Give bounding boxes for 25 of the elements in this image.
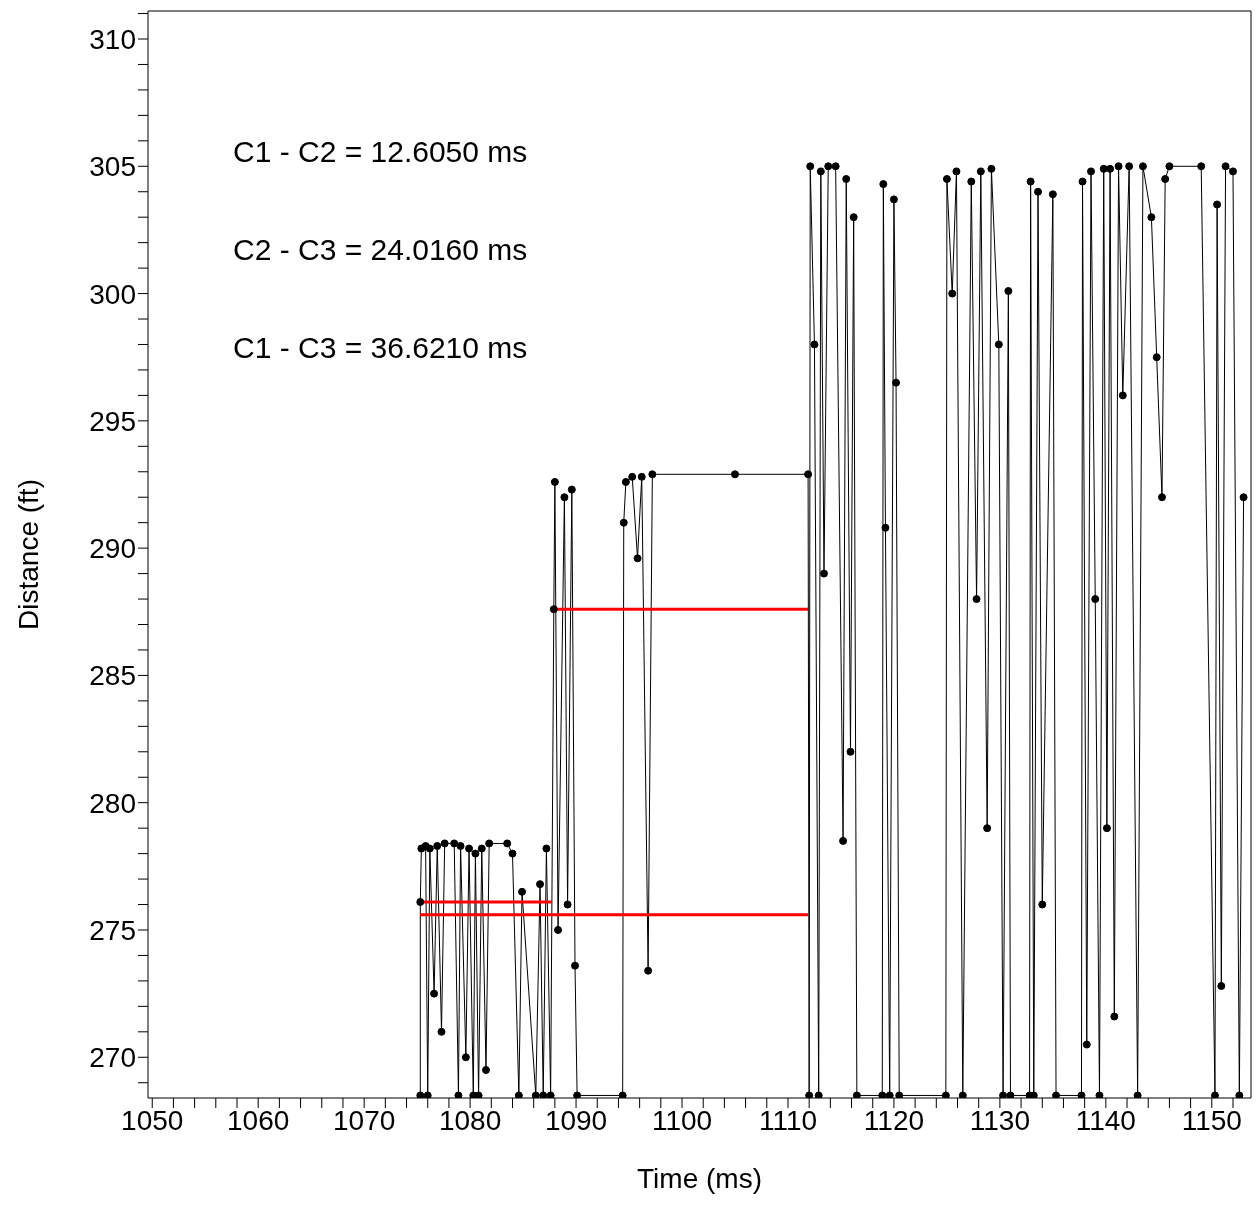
x-tick-label: 1100 bbox=[651, 1104, 713, 1136]
x-tick-label: 1120 bbox=[863, 1104, 925, 1136]
y-tick-label: 280 bbox=[89, 787, 136, 819]
annotation: C1 - C2 = 12.6050 ms bbox=[233, 135, 528, 169]
y-tick-label: 290 bbox=[89, 533, 136, 565]
y-tick-label: 295 bbox=[89, 405, 136, 437]
y-axis-title: Distance (ft) bbox=[12, 479, 44, 630]
x-tick-label: 1060 bbox=[227, 1104, 290, 1136]
annotation: C2 - C3 = 24.0160 ms bbox=[233, 233, 528, 267]
x-tick-label: 1070 bbox=[333, 1104, 396, 1136]
annotation: C1 - C3 = 36.6210 ms bbox=[233, 331, 528, 365]
y-tick-label: 270 bbox=[89, 1042, 136, 1074]
y-tick-label: 285 bbox=[89, 660, 136, 692]
y-tick-label: 305 bbox=[89, 151, 136, 183]
x-tick-label: 1140 bbox=[1075, 1104, 1136, 1136]
x-tick-label: 1090 bbox=[544, 1104, 608, 1136]
x-tick-label: 1110 bbox=[758, 1104, 818, 1136]
x-axis-title: Time (ms) bbox=[637, 1163, 762, 1194]
x-tick-label: 1050 bbox=[121, 1104, 184, 1136]
x-tick-label: 1130 bbox=[969, 1104, 1030, 1136]
y-tick-label: 300 bbox=[89, 278, 136, 310]
y-tick-label: 275 bbox=[89, 914, 136, 946]
x-tick-label: 1150 bbox=[1181, 1104, 1242, 1136]
x-tick-label: 1080 bbox=[438, 1104, 502, 1136]
y-tick-label: 310 bbox=[89, 23, 136, 55]
